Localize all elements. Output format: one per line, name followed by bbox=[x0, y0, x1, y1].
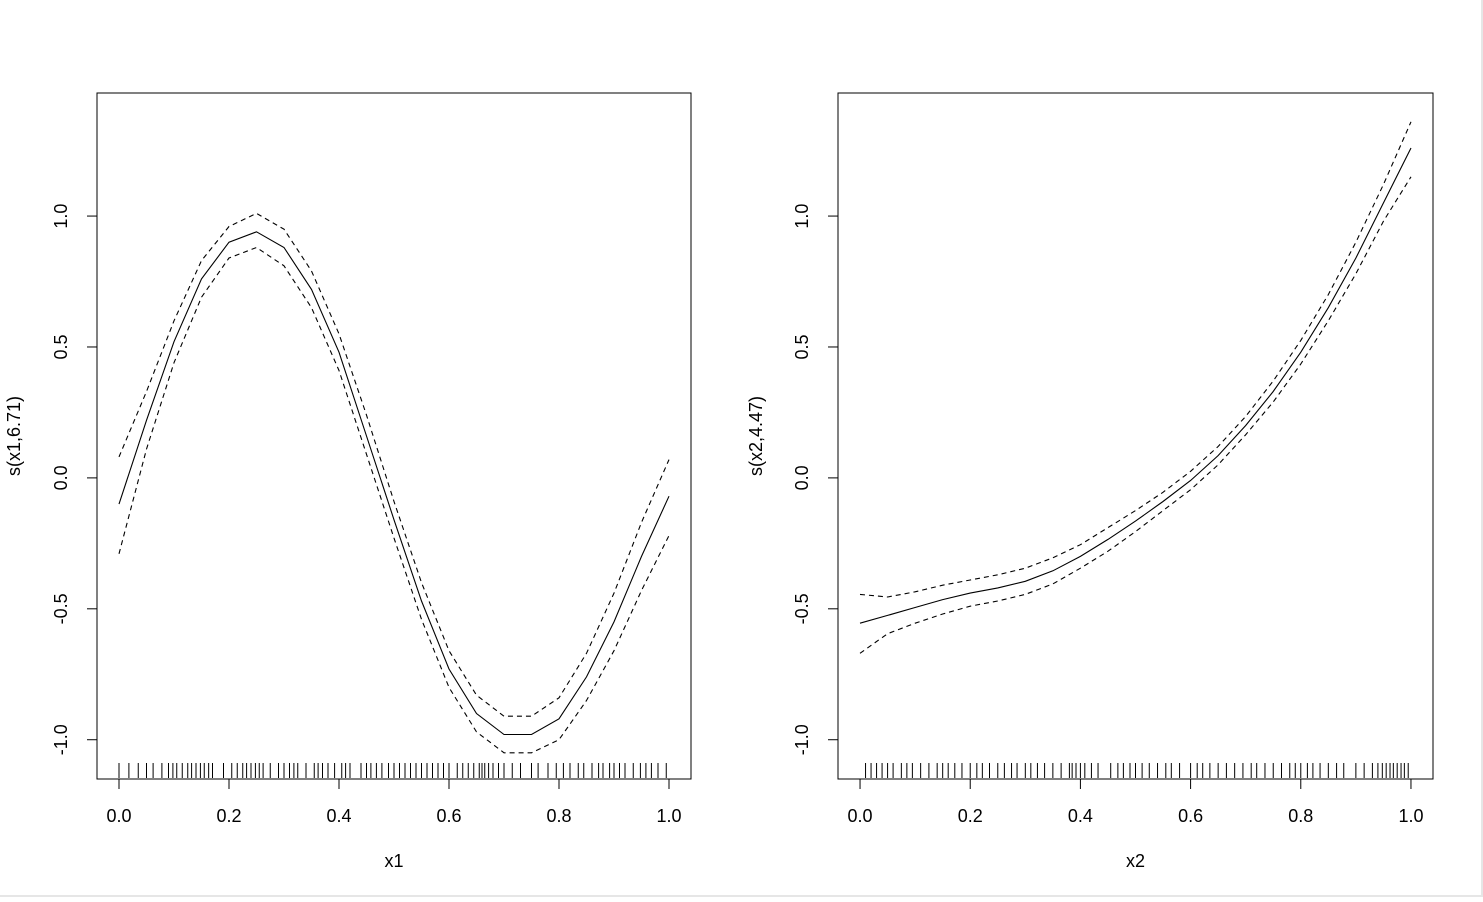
window-bottom-edge bbox=[0, 895, 1483, 897]
y-tick-label: 0.5 bbox=[51, 334, 71, 359]
x-tick-label: 0.2 bbox=[958, 806, 983, 826]
y-axis-label: s(x1,6.71) bbox=[4, 396, 24, 476]
series-upper-band bbox=[118, 212, 670, 717]
y-tick-label: 0.0 bbox=[51, 465, 71, 490]
plot-frame bbox=[96, 92, 692, 780]
window-right-edge bbox=[1481, 0, 1483, 897]
y-tick-label: -1.0 bbox=[792, 724, 812, 755]
y-tick-label: 0.5 bbox=[792, 334, 812, 359]
x-tick-label: 0.6 bbox=[436, 806, 461, 826]
series-lower-band bbox=[859, 176, 1412, 654]
y-tick-label: -0.5 bbox=[792, 593, 812, 624]
chart-panel-2: 0.0 0.2 0.4 0.6 0.8 1.0 -1.0 -0.5 0.0 0.5 1.0 x2 s(x… bbox=[746, 92, 1434, 871]
x-axis-label: x2 bbox=[1126, 851, 1145, 871]
y-tick-label: -1.0 bbox=[51, 724, 71, 755]
x-tick-label: 1.0 bbox=[656, 806, 681, 826]
x-tick-label: 0.0 bbox=[106, 806, 131, 826]
x-axis-label: x1 bbox=[384, 851, 403, 871]
series-lower-band bbox=[118, 246, 670, 754]
y-tick-label: 0.0 bbox=[792, 465, 812, 490]
y-axis-label: s(x2,4.47) bbox=[746, 396, 766, 476]
x-tick-label: 0.6 bbox=[1178, 806, 1203, 826]
series-upper-band bbox=[859, 121, 1412, 598]
x-tick-label: 0.2 bbox=[216, 806, 241, 826]
x-tick-label: 0.0 bbox=[848, 806, 873, 826]
series-estimate bbox=[859, 147, 1412, 624]
x-tick-label: 0.4 bbox=[326, 806, 351, 826]
chart-panel-1: 0.0 0.2 0.4 0.6 0.8 1.0 -1.0 -0.5 0.0 0.5 1.0 x1 s(x… bbox=[4, 92, 692, 871]
x-tick-label: 0.8 bbox=[1288, 806, 1313, 826]
y-tick-label: 1.0 bbox=[792, 204, 812, 229]
y-tick-label: 1.0 bbox=[51, 204, 71, 229]
series-estimate bbox=[118, 231, 670, 736]
x-tick-label: 0.4 bbox=[1068, 806, 1093, 826]
y-tick-label: -0.5 bbox=[51, 593, 71, 624]
x-tick-label: 0.8 bbox=[546, 806, 571, 826]
x-tick-label: 1.0 bbox=[1398, 806, 1423, 826]
plot-frame bbox=[837, 92, 1434, 780]
